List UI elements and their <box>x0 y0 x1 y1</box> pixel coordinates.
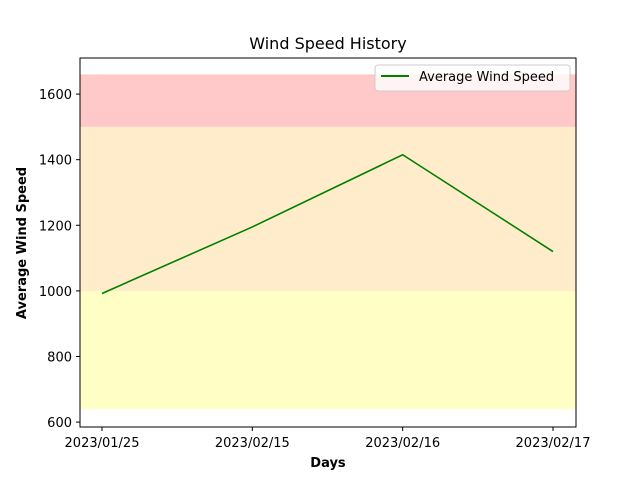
x-tick-label: 2023/02/17 <box>516 436 591 451</box>
legend: Average Wind Speed <box>374 64 571 92</box>
y-tick-label: 600 <box>47 416 72 431</box>
y-tick-label: 1600 <box>39 88 72 103</box>
legend-box <box>374 64 571 92</box>
x-tick-label: 2023/02/15 <box>215 436 290 451</box>
x-axis-ticks: 2023/01/25 2023/02/15 2023/02/16 2023/02/17 <box>65 427 591 451</box>
y-tick-label: 1200 <box>39 219 72 234</box>
y-tick-label: 1400 <box>39 154 72 169</box>
threshold-band-0 <box>80 290 576 409</box>
legend-label: Average Wind Speed <box>419 70 554 85</box>
x-tick-label: 2023/01/25 <box>65 436 140 451</box>
y-tick-label: 800 <box>47 350 72 365</box>
y-tick-label: 1000 <box>39 285 72 300</box>
threshold-bands <box>80 74 576 409</box>
x-tick-label: 2023/02/16 <box>365 436 440 451</box>
series-lines <box>101 153 554 295</box>
y-axis-ticks: 600 800 1000 1200 1400 1600 <box>39 88 80 431</box>
y-axis-label: Average Wind Speed <box>15 167 30 319</box>
chart-title: Wind Speed History <box>249 34 406 53</box>
x-axis-label: Days <box>310 456 346 471</box>
series-line-0 <box>101 153 554 295</box>
plot-frame <box>79 57 577 428</box>
threshold-band-1 <box>80 126 576 291</box>
